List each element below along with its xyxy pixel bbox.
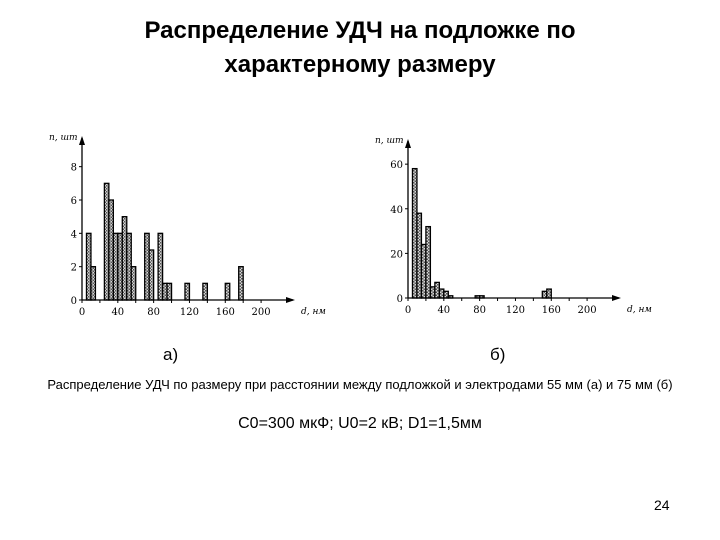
bar-5 bbox=[117, 232, 123, 301]
y-axis-label: n, шт bbox=[49, 133, 78, 143]
y-tick-label-2: 40 bbox=[390, 205, 403, 216]
bar-15 bbox=[202, 282, 209, 301]
bar-17 bbox=[238, 266, 244, 301]
x-tick-label-2: 80 bbox=[473, 305, 486, 316]
bar-10 bbox=[148, 249, 155, 301]
x-tick-label-5: 200 bbox=[252, 307, 271, 318]
x-axis-arrow bbox=[612, 295, 621, 301]
x-tick-label-0: 0 bbox=[405, 305, 411, 316]
bar-8 bbox=[130, 266, 137, 301]
y-tick-label-3: 6 bbox=[71, 196, 77, 207]
bar-3 bbox=[108, 199, 114, 301]
bar-1 bbox=[416, 212, 423, 299]
histogram-a: 0 40 80 120 160 200 0 2 4 6 8 n, шт d, нм bbox=[49, 133, 326, 318]
y-axis-arrow bbox=[405, 139, 411, 148]
x-tick-label-3: 120 bbox=[180, 307, 199, 318]
bar-3 bbox=[425, 225, 432, 299]
x-tick-label-3: 120 bbox=[506, 305, 525, 316]
slide-title-line-2: характерному размеру bbox=[224, 51, 496, 78]
page-number: 24 bbox=[654, 497, 670, 513]
y-tick-label-4: 8 bbox=[71, 163, 77, 174]
bar-4 bbox=[112, 232, 119, 301]
y-axis-label: n, шт bbox=[375, 136, 404, 146]
bar-0 bbox=[85, 232, 92, 301]
bar-4 bbox=[429, 286, 436, 299]
x-tick-label-2: 80 bbox=[147, 307, 160, 318]
slide-title: Распределение УДЧ на подложке по характе… bbox=[0, 14, 720, 82]
histogram-b: 0 40 80 120 160 200 0 20 40 60 n, шт d, нм bbox=[375, 136, 652, 316]
x-axis-label: d, нм bbox=[627, 305, 652, 315]
bar-5 bbox=[434, 281, 440, 299]
bar-11 bbox=[157, 232, 164, 301]
x-tick-label-0: 0 bbox=[79, 307, 85, 318]
bar-2 bbox=[420, 243, 427, 299]
bar-6 bbox=[121, 216, 128, 301]
y-tick-label-0: 0 bbox=[71, 296, 77, 307]
y-tick-label-1: 20 bbox=[390, 249, 403, 260]
bar-7 bbox=[126, 232, 132, 301]
x-tick-label-1: 40 bbox=[437, 305, 450, 316]
bar-7 bbox=[443, 290, 449, 299]
y-tick-label-0: 0 bbox=[397, 294, 403, 305]
y-tick-label-3: 60 bbox=[390, 160, 403, 171]
slide-title-line-1: Распределение УДЧ на подложке по bbox=[144, 17, 576, 44]
bar-11 bbox=[541, 290, 548, 299]
experiment-parameters: C0=300 мкФ; U0=2 кВ; D1=1,5мм bbox=[238, 415, 482, 432]
x-tick-label-5: 200 bbox=[578, 305, 597, 316]
bar-13 bbox=[166, 282, 173, 301]
y-axis-arrow bbox=[79, 136, 85, 145]
panel-b-label: б) bbox=[490, 345, 506, 364]
x-axis-arrow bbox=[286, 297, 295, 303]
bar-6 bbox=[438, 288, 445, 299]
x-tick-label-4: 160 bbox=[216, 307, 235, 318]
bar-9 bbox=[144, 232, 150, 301]
bar-12 bbox=[546, 288, 552, 299]
bar-14 bbox=[184, 282, 191, 301]
bar-2 bbox=[103, 182, 110, 301]
y-tick-label-2: 4 bbox=[71, 229, 77, 240]
figure-caption: Распределение УДЧ по размеру при расстоя… bbox=[47, 377, 673, 392]
bar-0 bbox=[411, 167, 418, 299]
x-tick-label-4: 160 bbox=[542, 305, 561, 316]
x-axis-label: d, нм bbox=[301, 307, 326, 317]
bar-16 bbox=[224, 282, 231, 301]
bar-12 bbox=[161, 282, 168, 301]
x-tick-label-1: 40 bbox=[111, 307, 124, 318]
panel-a-label: а) bbox=[163, 345, 179, 364]
bar-1 bbox=[90, 266, 97, 301]
y-tick-label-1: 2 bbox=[71, 263, 77, 274]
